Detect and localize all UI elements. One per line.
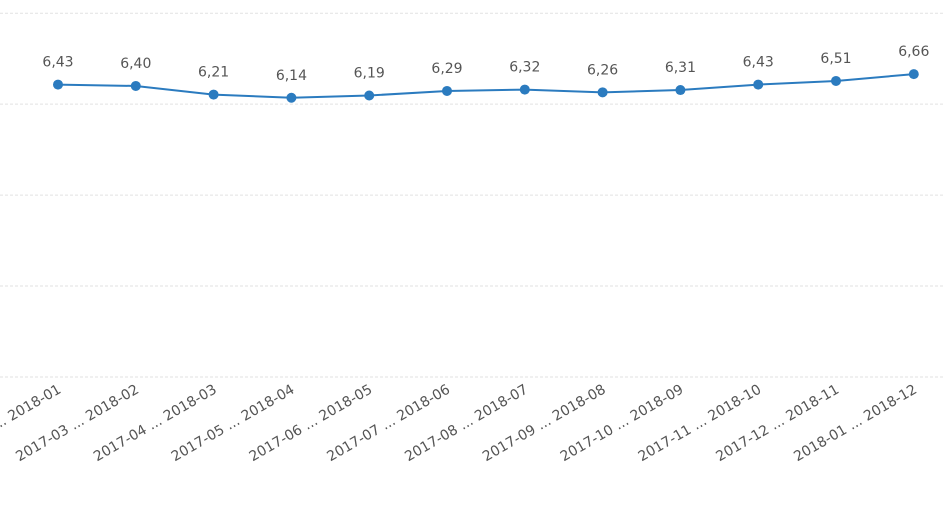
data-point <box>286 92 297 103</box>
data-point <box>130 80 141 91</box>
data-point <box>53 79 63 90</box>
data-point <box>675 85 686 96</box>
data-label: 6,32 <box>509 60 540 76</box>
data-point <box>908 69 919 80</box>
data-label: 6,51 <box>820 51 851 67</box>
data-point <box>442 85 452 96</box>
data-point <box>519 84 530 95</box>
data-label: 6,31 <box>665 60 696 76</box>
series-line <box>57 73 914 99</box>
data-point <box>364 90 375 101</box>
data-label: 6,43 <box>42 55 73 71</box>
data-label: 6,29 <box>431 61 462 77</box>
data-label: 6,19 <box>354 66 385 82</box>
data-point <box>831 75 841 86</box>
data-label: 6,43 <box>743 55 774 71</box>
data-point <box>753 79 764 90</box>
data-label: 6,40 <box>120 56 151 72</box>
data-label: 6,66 <box>898 44 929 60</box>
data-label: 6,14 <box>276 68 307 84</box>
data-label: 6,21 <box>198 65 229 81</box>
data-label: 6,26 <box>587 62 618 78</box>
data-point <box>208 89 219 100</box>
data-point <box>597 87 608 98</box>
